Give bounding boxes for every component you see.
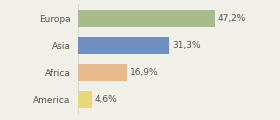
Text: 47,2%: 47,2%	[218, 14, 246, 23]
Bar	[78, 64, 127, 81]
Text: 16,9%: 16,9%	[130, 68, 159, 77]
Bar	[78, 37, 169, 54]
Text: 4,6%: 4,6%	[95, 95, 117, 104]
Text: 31,3%: 31,3%	[172, 41, 200, 50]
Bar	[78, 91, 92, 108]
Bar	[78, 10, 215, 27]
